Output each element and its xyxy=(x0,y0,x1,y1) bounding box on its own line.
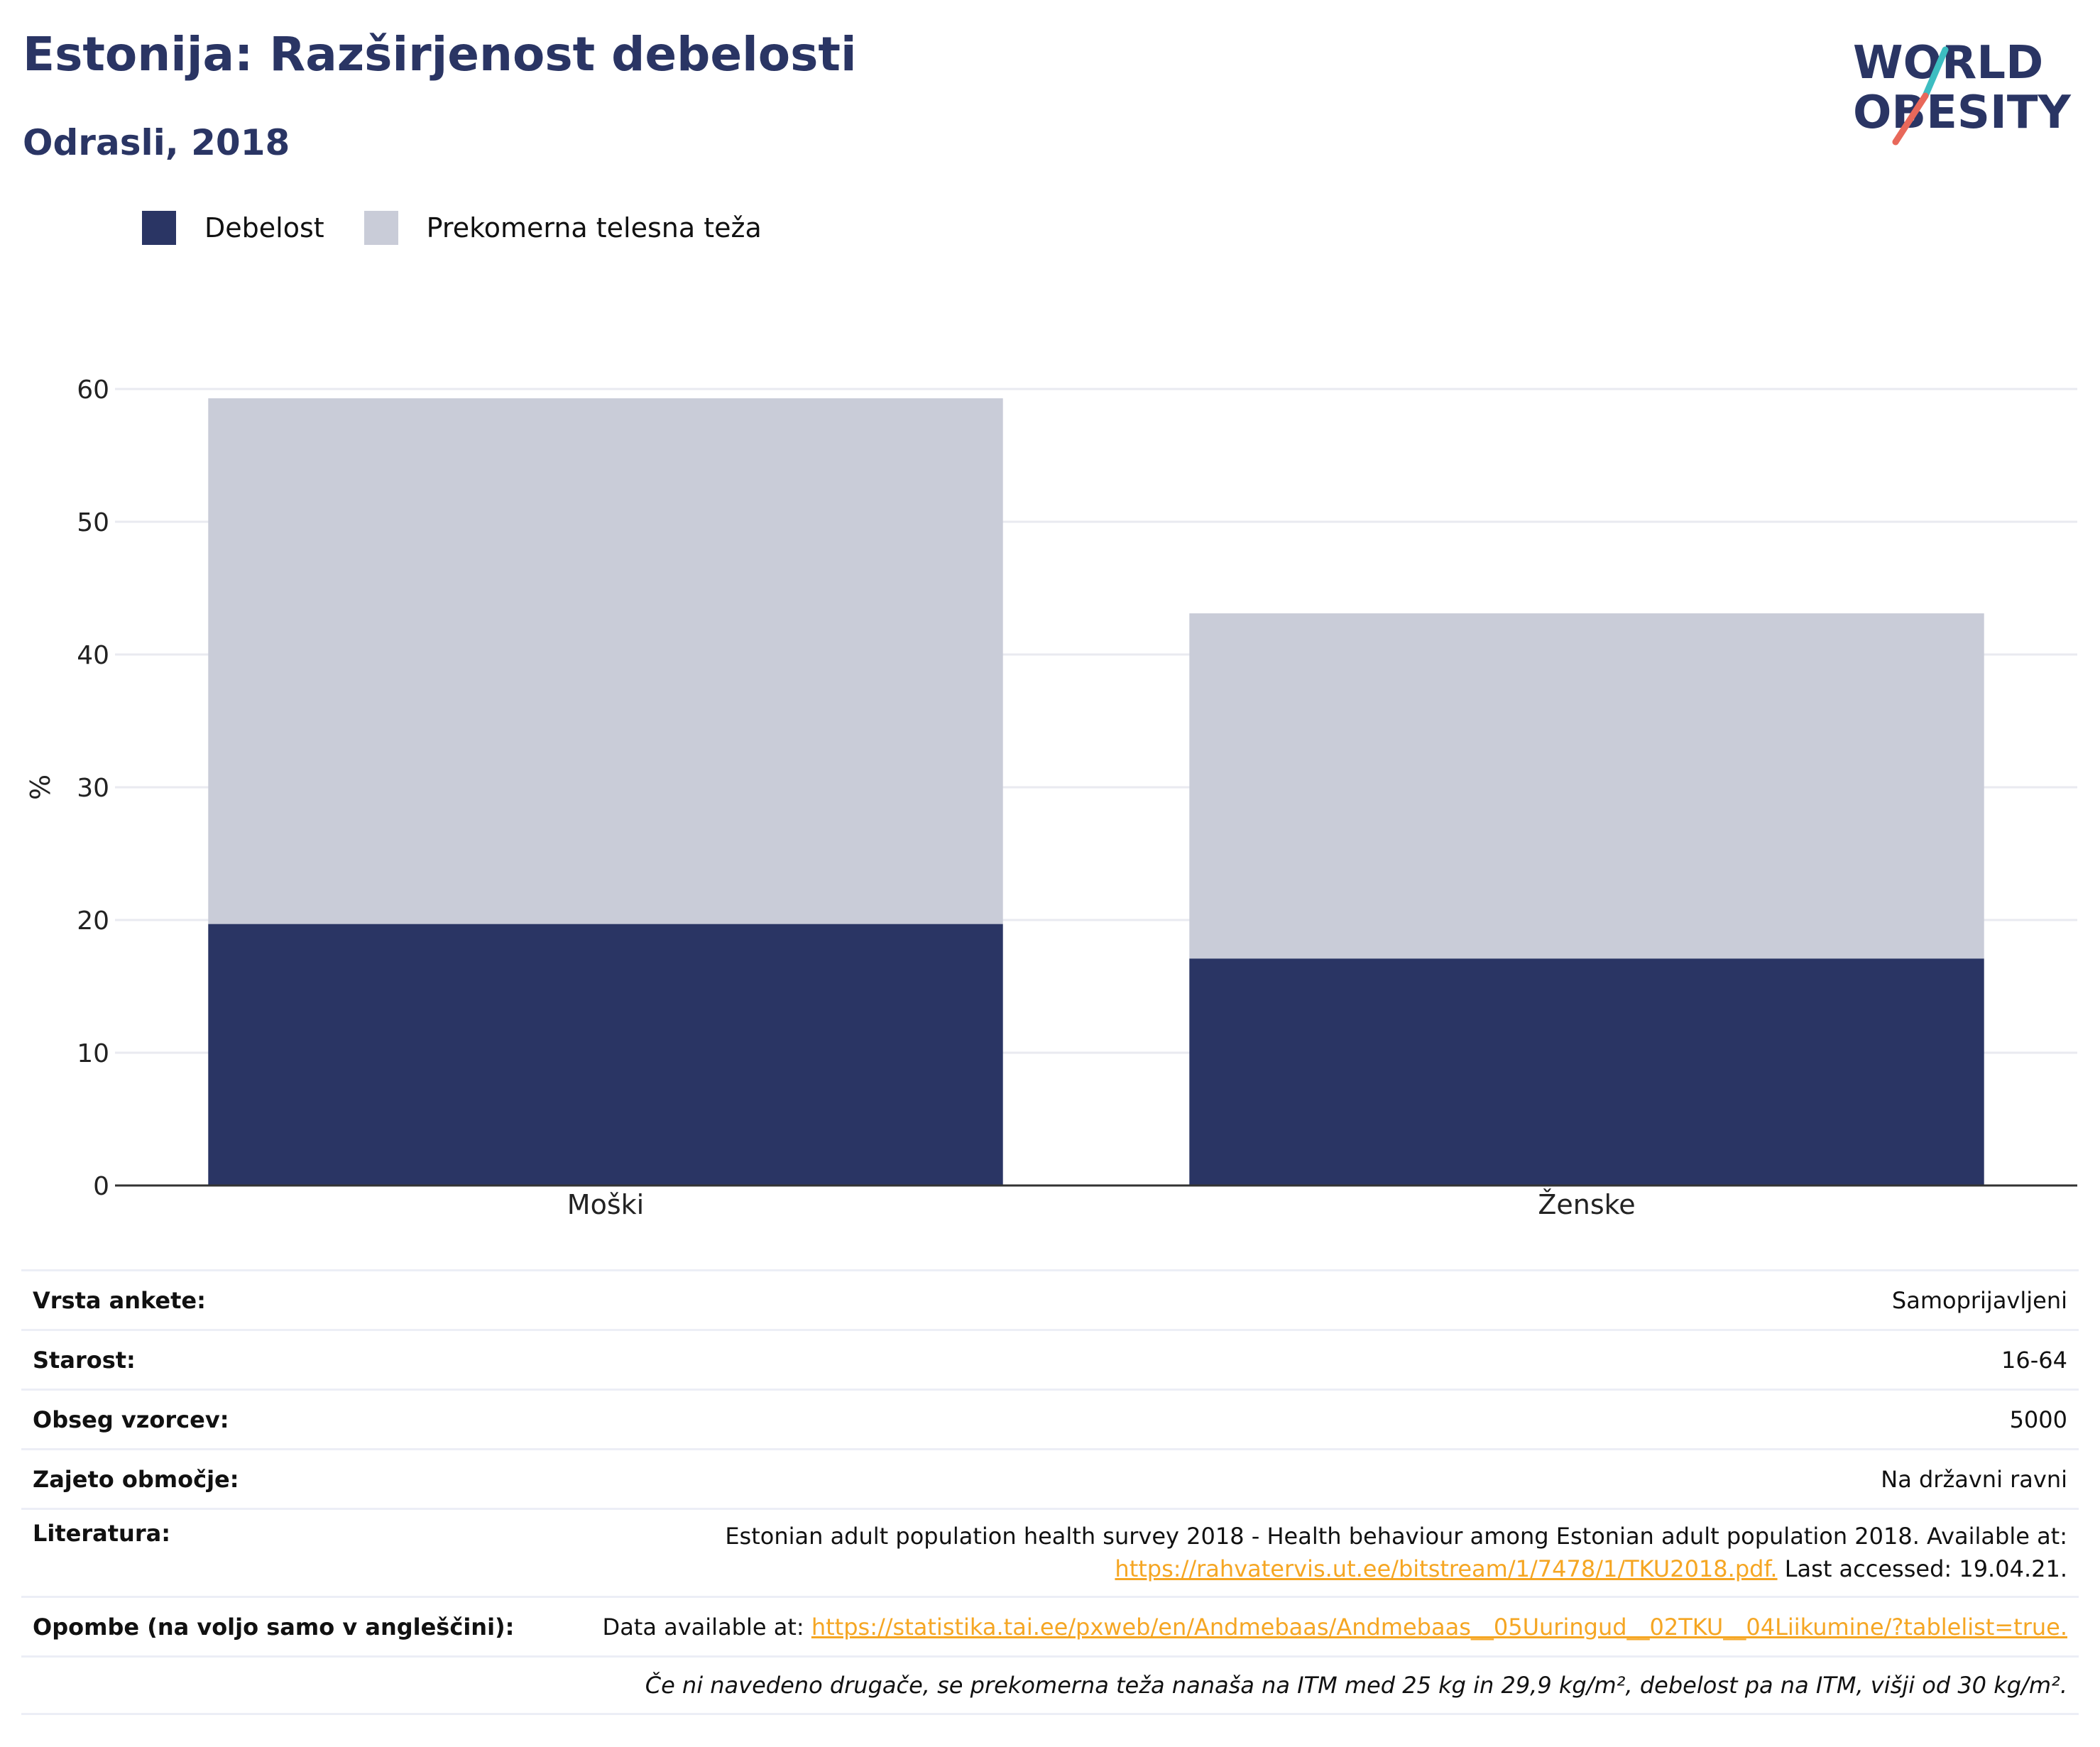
legend-swatch-obesity xyxy=(142,211,176,245)
notes-label: Opombe (na voljo samo v angleščini): xyxy=(33,1613,515,1641)
logo-slash-teal xyxy=(1922,46,1949,99)
references-link[interactable]: https://rahvatervis.ut.ee/bitstream/1/74… xyxy=(1115,1555,1778,1582)
world-obesity-logo: WORLD OBESITY xyxy=(1853,37,2071,146)
references-accessed: Last accessed: 19.04.21. xyxy=(1777,1555,2067,1582)
legend-swatch-overweight xyxy=(363,211,398,245)
area-label: Zajeto območje: xyxy=(33,1465,239,1493)
bar-segment-obesity xyxy=(208,924,1003,1185)
sample-value: 5000 xyxy=(2009,1406,2067,1433)
x-tick-label: Ženske xyxy=(1538,1189,1635,1220)
page-title: Estonija: Razširjenost debelosti xyxy=(23,27,857,82)
info-table: Vrsta ankete: Samoprijavljeni Starost: 1… xyxy=(21,1269,2079,1715)
x-tick-label: Moški xyxy=(567,1189,644,1220)
bar-segment-obesity xyxy=(1189,958,1984,1185)
info-row-notes: Opombe (na voljo samo v angleščini): Dat… xyxy=(21,1596,2079,1655)
info-row-area: Zajeto območje: Na državni ravni xyxy=(21,1448,2079,1508)
logo-slash-coral xyxy=(1892,92,1929,146)
logo-line1: WORLD xyxy=(1853,37,2043,89)
info-row-survey-type: Vrsta ankete: Samoprijavljeni xyxy=(21,1269,2079,1329)
y-axis-title: % xyxy=(25,774,56,800)
references-label: Literatura: xyxy=(33,1520,170,1547)
references-value: Estonian adult population health survey … xyxy=(725,1520,2067,1585)
info-row-footnote: Če ni navedeno drugače, se prekomerna te… xyxy=(21,1655,2079,1715)
references-text: Estonian adult population health survey … xyxy=(725,1523,2067,1550)
survey-type-label: Vrsta ankete: xyxy=(33,1286,206,1314)
chart-legend: Debelost Prekomerna telesna teža xyxy=(142,210,802,246)
age-label: Starost: xyxy=(33,1346,136,1374)
info-row-references: Literatura: Estonian adult population he… xyxy=(21,1508,2079,1596)
footnote-text: Če ni navedeno drugače, se prekomerna te… xyxy=(645,1672,2067,1699)
y-tick-label: 40 xyxy=(77,641,109,670)
notes-text: Data available at: xyxy=(602,1613,811,1641)
bar-segment-overweight xyxy=(1189,613,1984,959)
notes-link[interactable]: https://statistika.tai.ee/pxweb/en/Andme… xyxy=(811,1613,2067,1641)
page-subtitle: Odrasli, 2018 xyxy=(23,122,290,163)
y-tick-label: 20 xyxy=(77,907,109,936)
y-tick-label: 60 xyxy=(77,376,109,405)
bar-segment-overweight xyxy=(208,398,1003,924)
info-row-age: Starost: 16-64 xyxy=(21,1329,2079,1389)
age-value: 16-64 xyxy=(2001,1346,2067,1374)
survey-type-value: Samoprijavljeni xyxy=(1891,1286,2067,1314)
info-row-sample: Obseg vzorcev: 5000 xyxy=(21,1389,2079,1448)
notes-value: Data available at: https://statistika.ta… xyxy=(603,1611,2067,1643)
stacked-bar-chart: 0 10 20 30 40 50 60% Moški Ženske xyxy=(25,376,2077,1220)
y-tick-label: 0 xyxy=(93,1172,109,1201)
y-tick-label: 10 xyxy=(77,1039,109,1068)
area-value: Na državni ravni xyxy=(1881,1465,2067,1493)
y-tick-label: 30 xyxy=(77,774,109,803)
logo-line2: OBESITY xyxy=(1853,87,2071,139)
y-tick-label: 50 xyxy=(77,508,109,537)
legend-label-obesity: Debelost xyxy=(204,212,324,243)
sample-label: Obseg vzorcev: xyxy=(33,1406,229,1433)
legend-label-overweight: Prekomerna telesna teža xyxy=(426,212,762,243)
